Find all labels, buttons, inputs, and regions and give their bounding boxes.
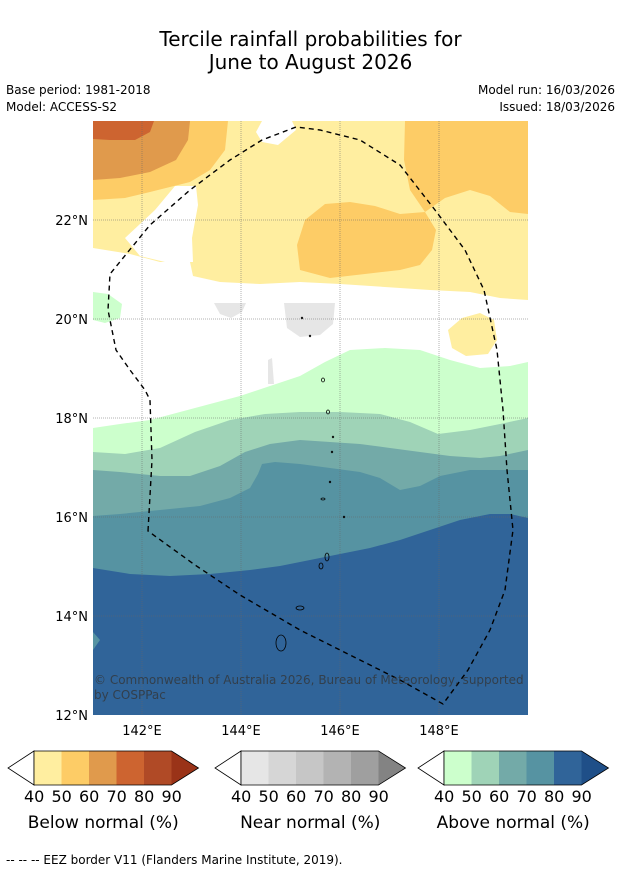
- above-normal-legend-caption: Above normal (%): [436, 813, 590, 833]
- below-normal-legend-caption: Below normal (%): [27, 813, 179, 833]
- below-normal-legend-tick: 80: [134, 787, 155, 806]
- below-normal-legend-outline: [33, 750, 200, 786]
- lon-label: 146°E: [320, 724, 360, 739]
- below-normal-legend-swatch: [144, 751, 172, 785]
- legend-colorbars: [7, 750, 610, 786]
- near-normal-legend-tick: 70: [313, 787, 334, 806]
- near-normal-legend-tick: 60: [286, 787, 307, 806]
- above-normal-legend-swatch: [554, 751, 582, 785]
- below-normal-legend-high-arrow: [171, 751, 199, 785]
- near-normal-legend-low-arrow: [214, 750, 242, 786]
- lon-label: 144°E: [221, 724, 261, 739]
- above-normal-legend-tick: 50: [461, 787, 482, 806]
- near-normal-patch: [284, 303, 335, 337]
- map-gridlines: [93, 121, 528, 715]
- copyright-line1: © Commonwealth of Australia 2026, Bureau…: [94, 673, 524, 687]
- lat-label: 12°N: [55, 709, 88, 724]
- near-normal-legend-tick: 40: [231, 787, 252, 806]
- above-normal-legend-swatch: [499, 751, 527, 785]
- islands: [275, 316, 346, 652]
- near-normal-legend-swatch: [296, 751, 324, 785]
- below-normal-legend-tick: 70: [106, 787, 127, 806]
- lon-label: 148°E: [419, 724, 459, 739]
- near-normal-legend-tick: 50: [258, 787, 279, 806]
- above-normal-legend-tick: 90: [571, 787, 592, 806]
- above-normal-legend-swatch: [444, 751, 472, 785]
- lat-label: 14°N: [55, 610, 88, 625]
- above-normal-legend-tick: 60: [489, 787, 510, 806]
- guam-island: [275, 634, 287, 652]
- agrihan-island: [321, 377, 325, 383]
- below-normal-legend-swatch: [61, 751, 89, 785]
- near-normal-legend-caption: Near normal (%): [240, 813, 381, 833]
- lat-label: 20°N: [55, 313, 88, 328]
- above-normal-legend-low-arrow: [417, 750, 445, 786]
- near-normal-patch: [214, 303, 246, 318]
- longitude-labels: 142°E 144°E 146°E 148°E: [122, 724, 459, 739]
- anatahan-island: [320, 497, 326, 501]
- below-normal-legend-swatch: [116, 751, 144, 785]
- near-normal-legend-outline: [240, 750, 407, 786]
- map-title-line2: June to August 2026: [208, 50, 413, 74]
- above-normal-legend-swatch: [526, 751, 554, 785]
- above-normal-legend-tick: 40: [434, 787, 455, 806]
- above-normal-legend-outline: [443, 750, 610, 786]
- below-normal-legend-tick: 40: [24, 787, 45, 806]
- saipan-island: [324, 552, 330, 562]
- below-normal-legend-tick: 50: [51, 787, 72, 806]
- below-normal-legend-tick: 90: [161, 787, 182, 806]
- pagan-island: [326, 409, 330, 415]
- above-normal-legend-tick: 70: [516, 787, 537, 806]
- lon-label: 142°E: [122, 724, 162, 739]
- lat-label: 18°N: [55, 412, 88, 427]
- rota-island: [295, 605, 305, 611]
- above-normal-80-region: [93, 514, 528, 715]
- probability-fields: [93, 121, 528, 715]
- below-normal-legend-tick: 60: [79, 787, 100, 806]
- above-normal-legend-swatch: [471, 751, 499, 785]
- eez-footnote: -- -- -- EEZ border V11 (Flanders Marine…: [6, 853, 343, 867]
- tinian-island: [318, 562, 324, 570]
- near-normal-legend-tick: 80: [341, 787, 362, 806]
- lat-label: 16°N: [55, 511, 88, 526]
- below-normal-legend-swatch: [89, 751, 117, 785]
- issued-date: Issued: 18/03/2026: [499, 100, 615, 114]
- below-normal-70-region: [93, 121, 154, 140]
- model-run: Model run: 16/03/2026: [477, 83, 615, 97]
- eez-border: [107, 126, 514, 705]
- copyright-line2: by COSPPac: [94, 688, 166, 702]
- base-period: Base period: 1981-2018: [6, 83, 151, 97]
- lat-label: 22°N: [55, 214, 88, 229]
- model-name: Model: ACCESS-S2: [6, 100, 118, 114]
- below-normal-legend-swatch: [34, 751, 62, 785]
- near-normal-legend-swatch: [241, 751, 269, 785]
- near-normal-legend-swatch: [323, 751, 351, 785]
- near-normal-legend-swatch: [268, 751, 296, 785]
- above-normal-legend-tick: 80: [544, 787, 565, 806]
- latitude-labels: 22°N 20°N 18°N 16°N 14°N 12°N: [55, 214, 88, 724]
- near-normal-legend-high-arrow: [378, 751, 406, 785]
- map-title-line1: Tercile rainfall probabilities for: [159, 27, 462, 51]
- near-normal-legend-swatch: [351, 751, 379, 785]
- near-normal-legend-tick: 90: [368, 787, 389, 806]
- above-normal-legend-high-arrow: [581, 751, 609, 785]
- below-normal-legend-low-arrow: [7, 750, 35, 786]
